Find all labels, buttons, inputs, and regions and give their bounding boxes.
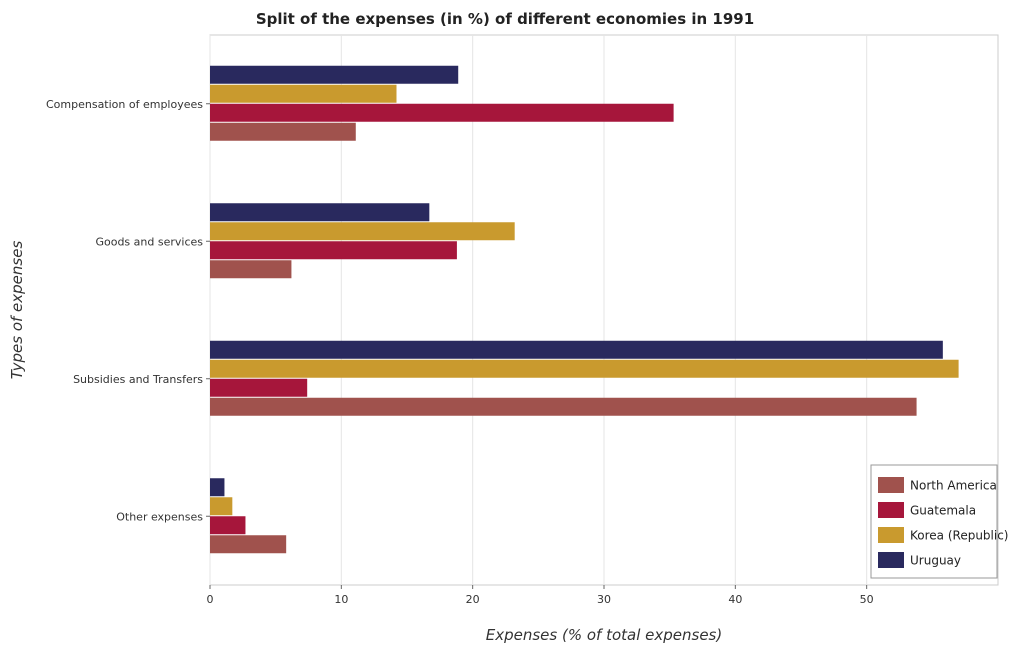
y-category-label: Goods and services — [95, 235, 203, 248]
bars — [210, 65, 959, 554]
legend-swatch — [878, 527, 904, 543]
y-categories: Compensation of employees Goods and servi… — [46, 98, 210, 523]
bar — [210, 535, 287, 554]
x-axis-label: Expenses (% of total expenses) — [486, 626, 722, 644]
legend-label: Guatemala — [910, 504, 976, 518]
bar — [210, 397, 917, 416]
legend-label: Uruguay — [910, 554, 961, 568]
bar — [210, 122, 356, 141]
bar — [210, 103, 674, 122]
chart-title: Split of the expenses (in %) of differen… — [256, 10, 754, 28]
bar — [210, 497, 233, 516]
bar — [210, 241, 457, 260]
bar — [210, 203, 430, 222]
bar — [210, 359, 959, 378]
legend: North America Guatemala Korea (Republic) Ur… — [870, 464, 1008, 579]
bar — [210, 260, 292, 279]
legend-swatch — [878, 552, 904, 568]
y-axis-label: Types of expenses — [8, 241, 26, 380]
x-tick-label: 40 — [728, 593, 742, 606]
x-tick-label: 10 — [334, 593, 348, 606]
bar — [210, 84, 397, 103]
y-category-label: Other expenses — [116, 510, 203, 523]
x-tick-label: 30 — [597, 593, 611, 606]
legend-label: North America — [910, 479, 997, 493]
bar — [210, 65, 459, 84]
y-category-label: Subsidies and Transfers — [73, 373, 203, 386]
x-ticks: 0 10 20 30 40 50 — [207, 585, 874, 606]
x-tick-label: 20 — [466, 593, 480, 606]
bar — [210, 340, 943, 359]
y-category-label: Compensation of employees — [46, 98, 203, 111]
bar — [210, 516, 246, 535]
legend-swatch — [878, 502, 904, 518]
bar — [210, 222, 515, 241]
x-tick-label: 0 — [207, 593, 214, 606]
legend-label: Korea (Republic) — [910, 529, 1008, 543]
x-tick-label: 50 — [860, 593, 874, 606]
legend-swatch — [878, 477, 904, 493]
bar — [210, 478, 225, 497]
bar — [210, 378, 308, 397]
